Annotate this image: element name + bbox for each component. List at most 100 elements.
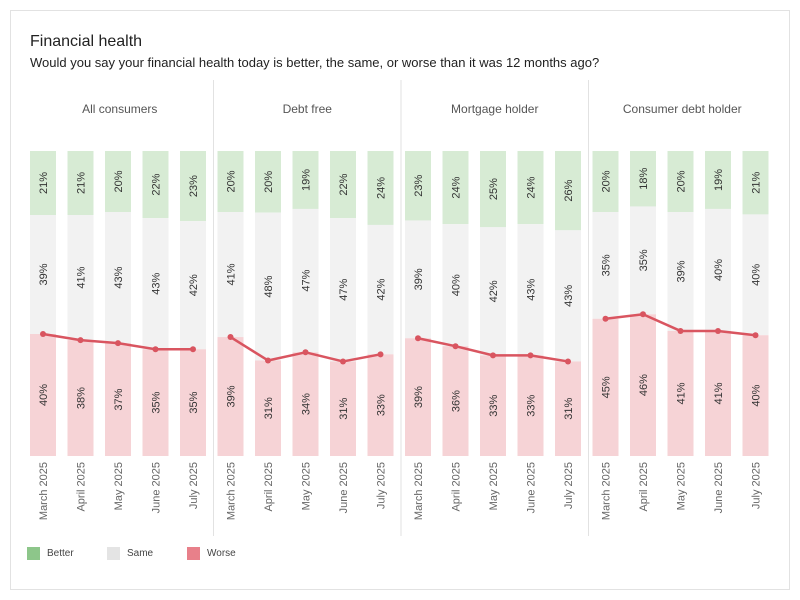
label-same: 41% bbox=[226, 263, 238, 285]
label-worse: 35% bbox=[188, 391, 200, 413]
label-better: 19% bbox=[301, 169, 313, 191]
worse-trend-point bbox=[752, 332, 759, 339]
bar-same bbox=[667, 212, 694, 331]
category-label: May 2025 bbox=[676, 462, 688, 510]
label-worse: 37% bbox=[113, 388, 125, 410]
label-better: 24% bbox=[376, 177, 388, 199]
label-same: 40% bbox=[751, 264, 763, 286]
category-label: May 2025 bbox=[488, 462, 500, 510]
bar-same bbox=[67, 215, 94, 341]
bar-better bbox=[742, 151, 769, 215]
category-label: April 2025 bbox=[263, 462, 275, 512]
category-label: June 2025 bbox=[151, 462, 163, 513]
worse-trend-point bbox=[602, 315, 609, 322]
bar-same bbox=[517, 224, 544, 356]
label-better: 20% bbox=[601, 170, 613, 192]
bar-better bbox=[517, 151, 544, 225]
bar-worse bbox=[255, 360, 281, 456]
worse-trend-point bbox=[452, 343, 459, 350]
category-label: March 2025 bbox=[413, 462, 425, 520]
bar-better bbox=[217, 151, 244, 212]
category-label: July 2025 bbox=[751, 462, 763, 509]
bar-worse bbox=[292, 352, 319, 456]
label-better: 21% bbox=[76, 172, 88, 194]
label-worse: 33% bbox=[526, 394, 538, 416]
bar-same bbox=[30, 215, 56, 334]
worse-trend-point bbox=[302, 349, 309, 356]
label-better: 26% bbox=[563, 179, 575, 201]
bar-better bbox=[180, 151, 206, 222]
bar-better bbox=[292, 151, 319, 209]
worse-trend-point bbox=[77, 337, 84, 344]
worse-trend-point bbox=[640, 311, 646, 318]
worse-trend-point bbox=[377, 351, 384, 358]
category-label: March 2025 bbox=[38, 462, 50, 520]
bar-worse bbox=[217, 337, 244, 456]
label-better: 18% bbox=[638, 168, 650, 190]
chart-title: Financial health bbox=[30, 33, 143, 50]
label-same: 39% bbox=[413, 268, 425, 290]
legend-label-better: Better bbox=[47, 548, 74, 559]
bar-same bbox=[592, 212, 619, 319]
bar-worse bbox=[405, 338, 431, 456]
bar-worse bbox=[742, 335, 769, 456]
bar-worse bbox=[555, 361, 581, 456]
label-same: 43% bbox=[526, 279, 538, 301]
bar-worse bbox=[367, 354, 394, 456]
category-label: July 2025 bbox=[563, 462, 575, 509]
label-better: 22% bbox=[151, 173, 163, 195]
bar-same bbox=[630, 206, 656, 315]
category-label: July 2025 bbox=[376, 462, 388, 509]
label-better: 21% bbox=[751, 171, 763, 193]
label-worse: 35% bbox=[151, 391, 163, 413]
panel-header-mortgage-holder: Mortgage holder bbox=[451, 102, 538, 116]
label-better: 20% bbox=[676, 170, 688, 192]
legend-label-worse: Worse bbox=[207, 548, 236, 559]
label-better: 20% bbox=[226, 170, 238, 192]
label-same: 43% bbox=[113, 266, 125, 288]
bar-same bbox=[292, 208, 319, 353]
panel-header-consumer-debt-holder: Consumer debt holder bbox=[623, 102, 742, 116]
legend-swatch-same bbox=[107, 547, 120, 560]
bar-same bbox=[555, 230, 581, 362]
category-label: April 2025 bbox=[76, 462, 88, 512]
bar-better bbox=[480, 151, 506, 228]
label-better: 21% bbox=[38, 172, 50, 194]
worse-trend-point bbox=[527, 352, 534, 359]
bar-same bbox=[255, 212, 281, 361]
bar-better bbox=[630, 151, 656, 207]
panel-header-all-consumers: All consumers bbox=[82, 102, 157, 116]
label-same: 35% bbox=[601, 254, 613, 276]
label-worse: 31% bbox=[338, 398, 350, 420]
category-label: March 2025 bbox=[226, 462, 238, 520]
label-same: 47% bbox=[301, 269, 313, 291]
bar-better bbox=[142, 151, 169, 219]
bar-better bbox=[442, 151, 469, 225]
worse-trend-point bbox=[40, 331, 46, 337]
label-worse: 39% bbox=[413, 386, 425, 408]
label-same: 39% bbox=[38, 263, 50, 285]
bar-better bbox=[367, 151, 394, 225]
label-worse: 36% bbox=[451, 390, 463, 412]
label-worse: 39% bbox=[226, 385, 238, 407]
bar-better bbox=[405, 151, 431, 221]
label-worse: 40% bbox=[38, 384, 50, 406]
label-same: 42% bbox=[376, 278, 388, 300]
bar-worse bbox=[105, 343, 131, 456]
worse-trend-point bbox=[677, 327, 684, 334]
label-better: 20% bbox=[263, 171, 275, 193]
label-worse: 46% bbox=[638, 374, 650, 396]
bar-same bbox=[180, 221, 206, 350]
bar-better bbox=[592, 151, 619, 212]
label-same: 42% bbox=[188, 274, 200, 296]
worse-trend-point bbox=[715, 327, 721, 334]
bar-worse bbox=[442, 346, 469, 456]
bar-better bbox=[667, 151, 694, 212]
bar-same bbox=[330, 218, 356, 362]
label-better: 24% bbox=[451, 176, 463, 198]
category-label: April 2025 bbox=[451, 462, 463, 512]
label-same: 35% bbox=[638, 249, 650, 271]
bar-same bbox=[105, 212, 131, 344]
category-label: April 2025 bbox=[638, 462, 650, 512]
